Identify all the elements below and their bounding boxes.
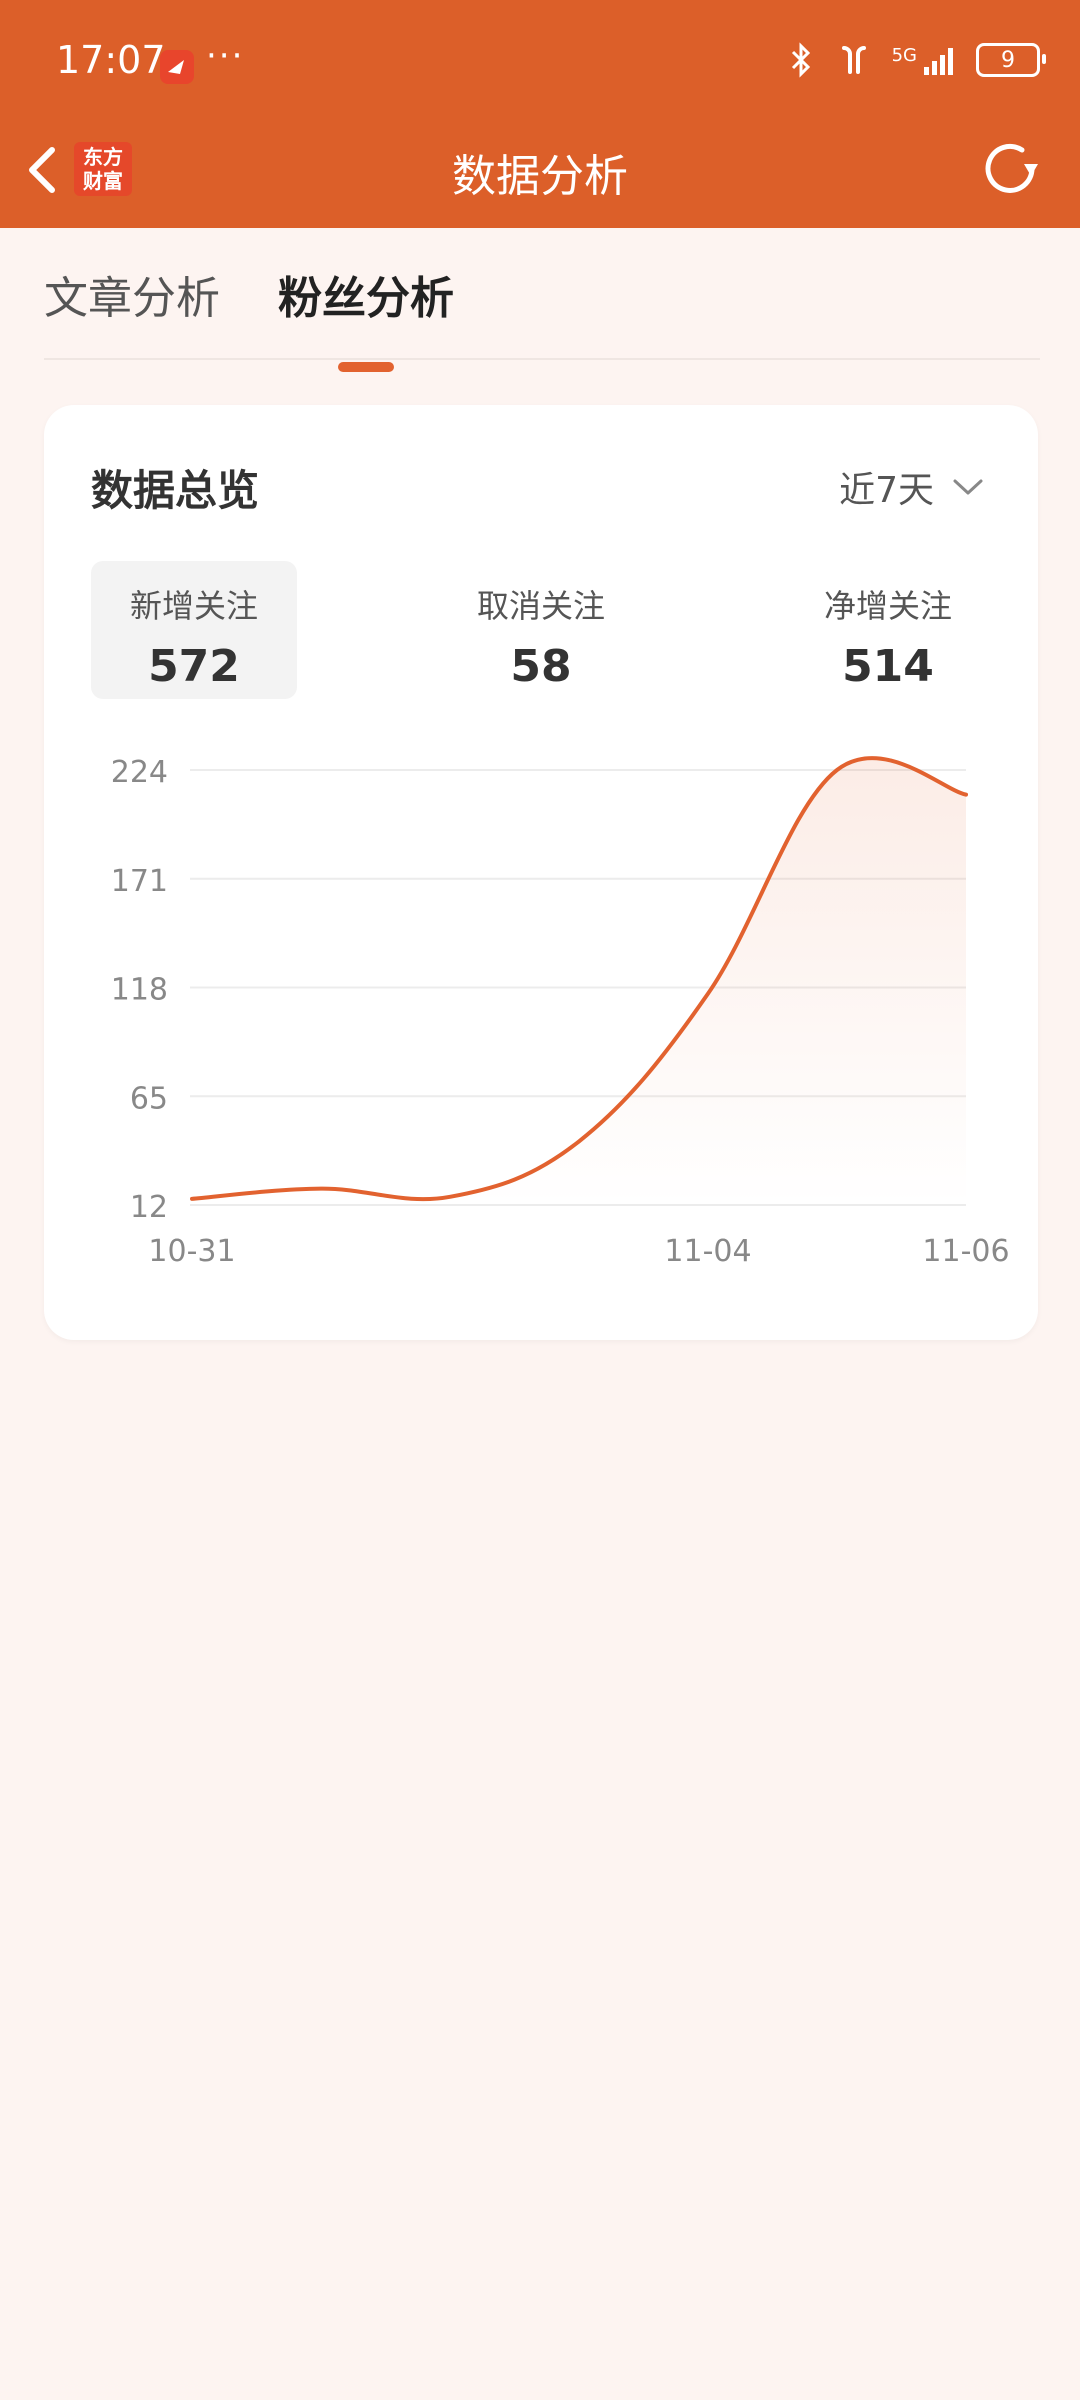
series-area xyxy=(192,758,966,1205)
overview-card: 数据总览 近7天 新增关注 572 取消关注 58 净增关注 514 12 65 1… xyxy=(44,405,1038,1340)
tab-fans-analysis[interactable]: 粉丝分析 xyxy=(278,262,454,372)
metric-value: 572 xyxy=(148,641,240,692)
tab-bar: 文章分析 粉丝分析 xyxy=(44,262,454,372)
y-tick-label: 118 xyxy=(111,973,168,1008)
metric-value: 514 xyxy=(842,641,934,692)
card-title: 数据总览 xyxy=(91,466,260,515)
logo-line-2: 财富 xyxy=(83,169,123,193)
tab-label: 粉丝分析 xyxy=(278,273,454,324)
metric-net-follows[interactable]: 净增关注 514 xyxy=(785,561,991,699)
tab-article-analysis[interactable]: 文章分析 xyxy=(44,262,220,326)
battery-icon: 9 xyxy=(976,43,1046,77)
metric-label: 新增关注 xyxy=(129,587,258,625)
metric-label: 取消关注 xyxy=(476,587,605,625)
network-type: 5G xyxy=(891,45,917,66)
refresh-icon[interactable] xyxy=(978,136,1044,202)
range-value: 近7天 xyxy=(839,470,934,511)
signal-icon xyxy=(924,48,953,75)
y-tick-label: 12 xyxy=(130,1190,168,1225)
metric-value: 58 xyxy=(510,641,572,692)
chevron-left-icon[interactable] xyxy=(18,140,68,200)
bluetooth-icon xyxy=(791,42,810,78)
status-more-dots: ··· xyxy=(206,36,245,76)
status-time: 17:07 xyxy=(56,38,166,82)
metric-label: 净增关注 xyxy=(823,587,952,625)
tabs-divider xyxy=(44,358,1040,360)
active-tab-indicator xyxy=(338,362,394,372)
page-title: 数据分析 xyxy=(452,151,628,202)
range-dropdown[interactable]: 近7天 xyxy=(839,461,984,513)
x-tick-label: 10-31 xyxy=(148,1234,235,1269)
y-tick-label: 171 xyxy=(111,864,168,899)
status-icons: 5G 9 xyxy=(786,40,1046,80)
top-bar: 17:07 ··· 5G 9 东方 财富 数据分析 xyxy=(0,0,1080,228)
app-logo: 东方 财富 xyxy=(74,142,132,196)
tab-label: 文章分析 xyxy=(44,273,220,324)
signal-indicator: 5G xyxy=(892,45,958,75)
follows-line-chart: 12 65 118 171 224 10-31 11-04 11-06 xyxy=(111,755,1010,1269)
logo-line-1: 东方 xyxy=(83,145,123,169)
x-tick-label: 11-04 xyxy=(664,1234,751,1269)
y-tick-label: 224 xyxy=(111,755,168,790)
metric-unfollows[interactable]: 取消关注 58 xyxy=(438,561,644,699)
y-tick-label: 65 xyxy=(130,1081,168,1116)
chevron-down-icon xyxy=(953,479,983,495)
earbuds-icon xyxy=(841,46,866,74)
battery-level: 9 xyxy=(1001,47,1015,73)
x-tick-label: 11-06 xyxy=(922,1234,1009,1269)
app-notification-icon xyxy=(160,50,194,84)
metric-new-follows[interactable]: 新增关注 572 xyxy=(91,561,297,699)
